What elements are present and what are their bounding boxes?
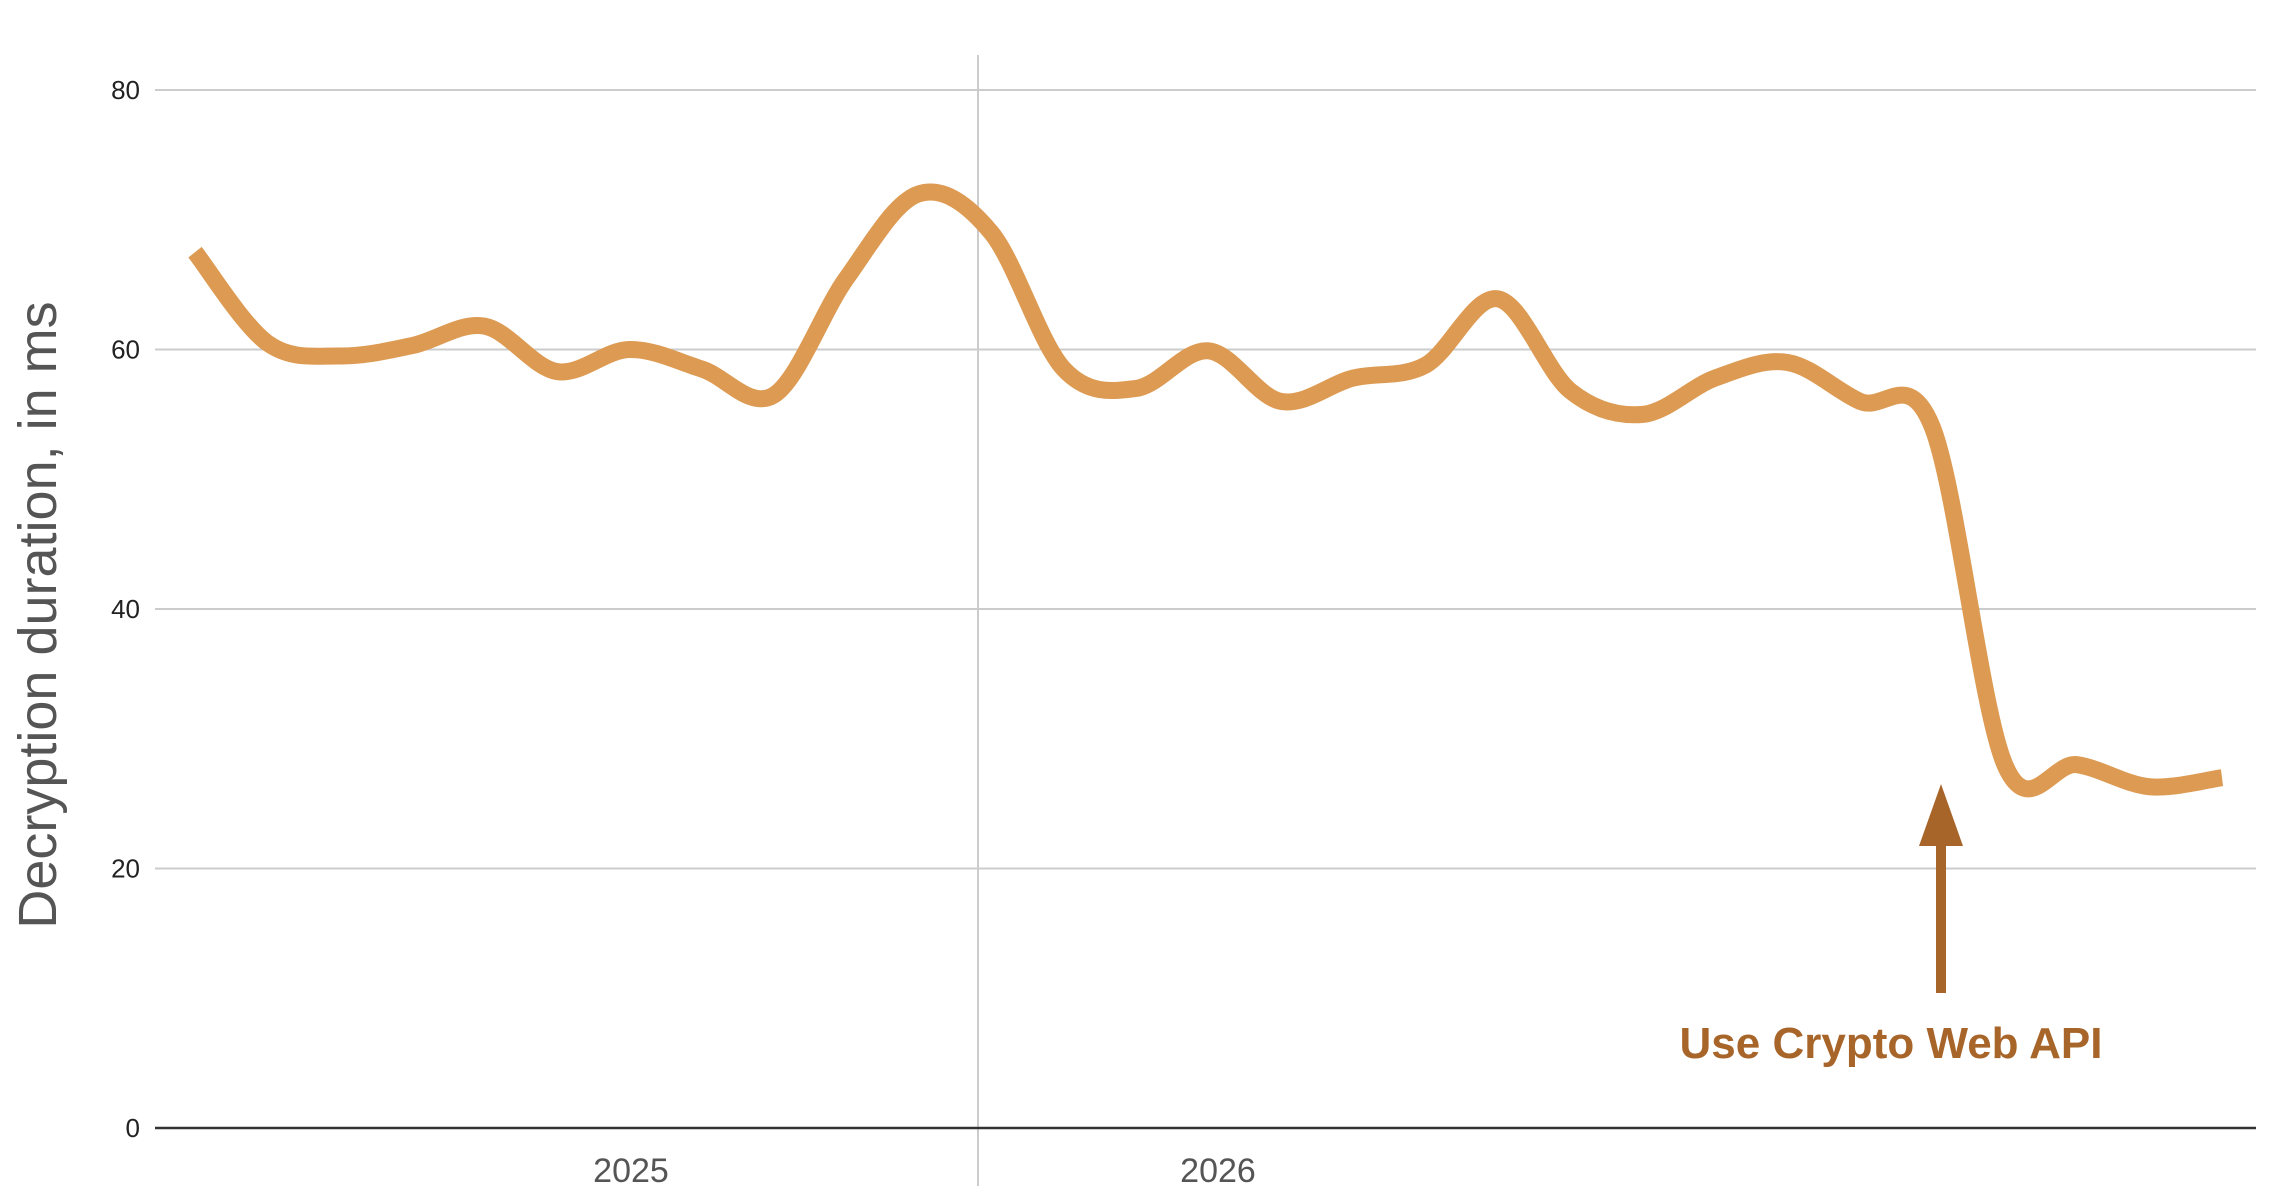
y-axis-label: Decryption duration, in ms: [8, 301, 68, 928]
series-line: [188, 183, 2224, 798]
annotation: Use Crypto Web API: [1680, 784, 2103, 1068]
series-points: [188, 187, 2229, 794]
y-tick-label: 20: [111, 854, 140, 884]
y-tick-label: 60: [111, 335, 140, 365]
y-tick-label: 80: [111, 75, 140, 105]
y-tick-label: 40: [111, 594, 140, 624]
x-tick-2026: 2026: [1180, 1152, 1256, 1190]
y-tick-label: 0: [126, 1113, 140, 1143]
annotation-arrow-head: [1919, 784, 1963, 846]
y-tick-labels: 0 20 40 60 80: [111, 75, 140, 1143]
x-tick-2025: 2025: [593, 1152, 669, 1190]
annotation-label: Use Crypto Web API: [1680, 1019, 2103, 1068]
